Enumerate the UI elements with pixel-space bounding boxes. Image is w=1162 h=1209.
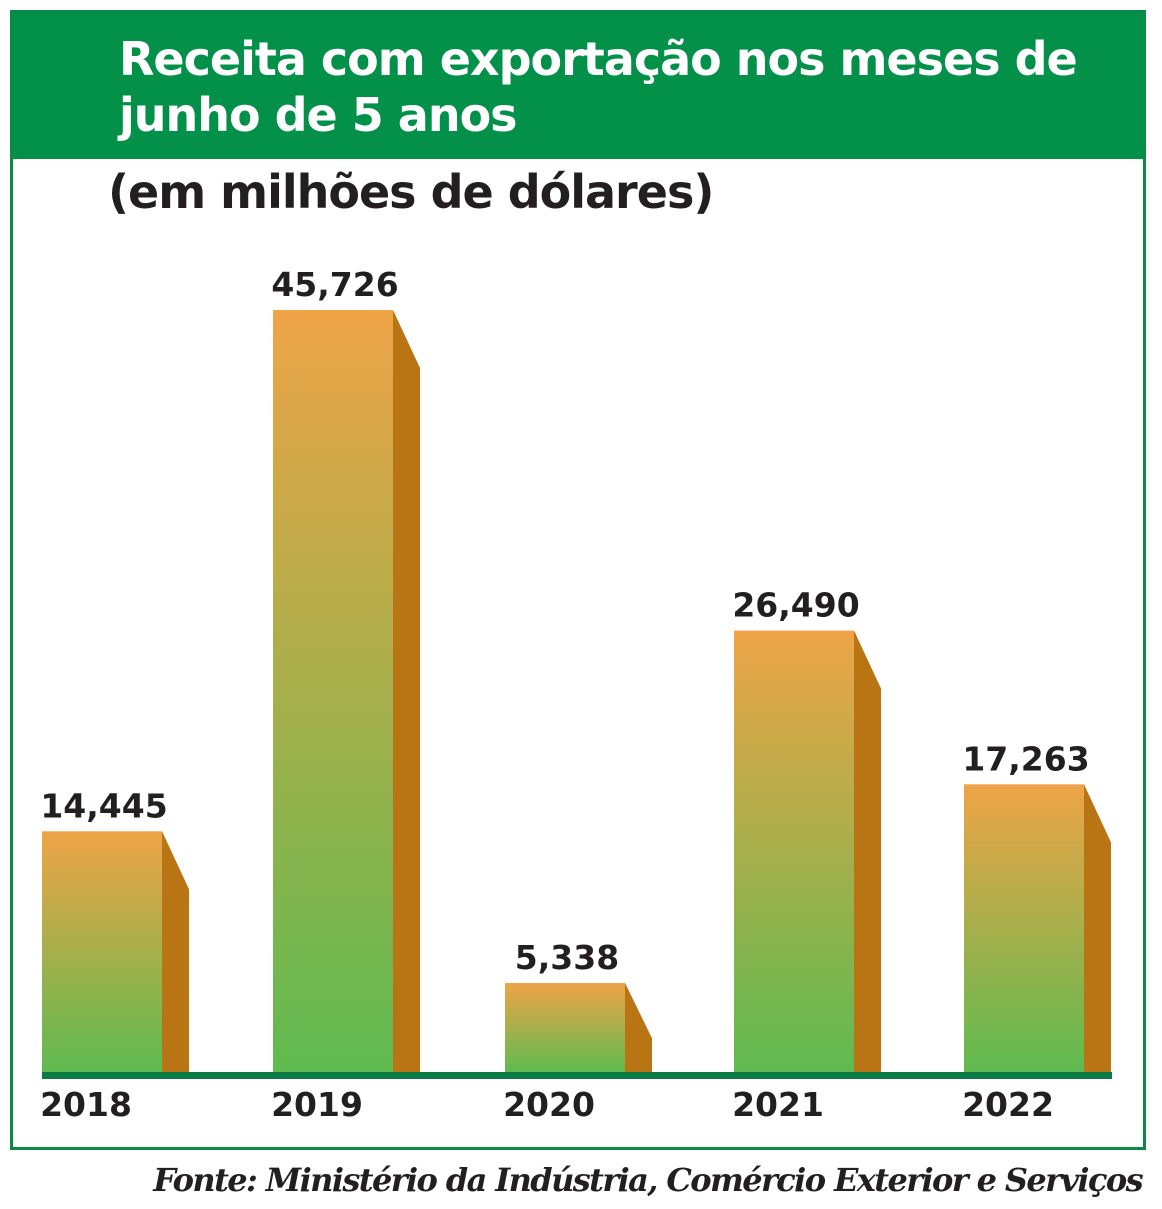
bar-2021 (734, 630, 854, 1072)
chart-frame: Receita com exportação nos meses de junh… (10, 10, 1146, 1150)
x-tick-label-2020: 2020 (503, 1085, 595, 1124)
bar-2020 (505, 983, 625, 1072)
x-tick-label-2018: 2018 (40, 1085, 132, 1124)
title-banner: Receita com exportação nos meses de junh… (13, 13, 1143, 159)
x-tick-label-2022: 2022 (962, 1085, 1054, 1124)
bar-side-2022 (1084, 784, 1111, 1072)
value-label-2018: 14,445 (40, 786, 167, 825)
bar-2019 (273, 310, 393, 1072)
bar-chart: 14,445 2018 45,726 2019 5,338 2020 26,490 2021 1… (40, 265, 1112, 1124)
bar-side-2020 (625, 983, 652, 1072)
value-label-2019: 45,726 (271, 265, 398, 304)
x-tick-label-2021: 2021 (732, 1085, 824, 1124)
x-axis-baseline (42, 1072, 1112, 1079)
chart-subtitle: (em milhões de dólares) (108, 165, 714, 219)
bar-2018 (42, 831, 162, 1072)
chart-title: Receita com exportação nos meses de junh… (119, 32, 1078, 142)
x-tick-label-2019: 2019 (271, 1085, 363, 1124)
bar-side-2021 (854, 630, 881, 1072)
labels: 14,445 2018 45,726 2019 5,338 2020 26,490 2021 1… (40, 265, 1090, 1124)
bars (42, 310, 1111, 1072)
value-label-2020: 5,338 (515, 938, 619, 977)
value-label-2022: 17,263 (962, 739, 1089, 778)
value-label-2021: 26,490 (732, 586, 859, 625)
bar-2022 (964, 784, 1084, 1072)
bar-side-2018 (162, 831, 189, 1072)
source-note: Fonte: Ministério da Indústria, Comércio… (153, 1161, 1143, 1199)
bar-side-2019 (393, 310, 420, 1072)
